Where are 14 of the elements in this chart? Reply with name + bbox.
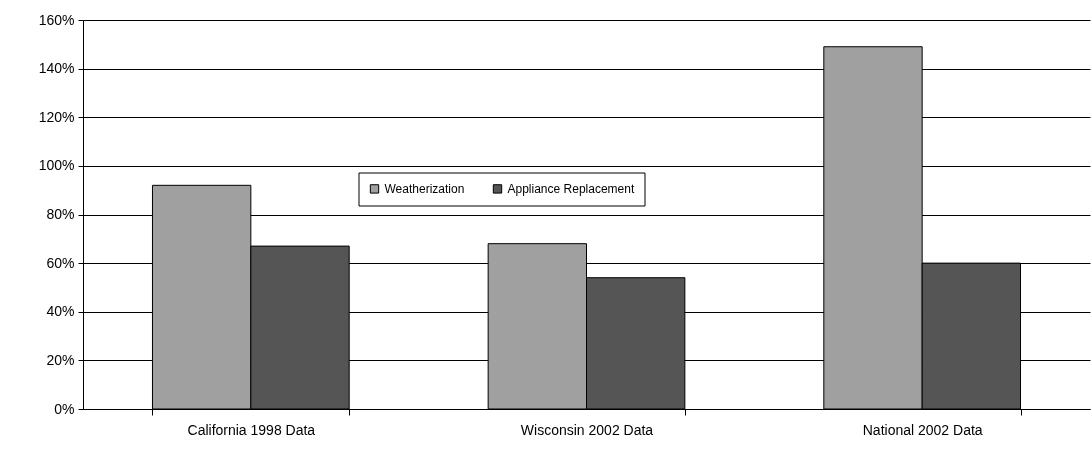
x-tick-label: Wisconsin 2002 Data: [520, 421, 654, 438]
y-tick-label: 20%: [46, 351, 75, 368]
y-tick-label: 120%: [38, 108, 75, 125]
y-tick-label: 100%: [38, 157, 75, 174]
legend-label: Weatherization: [384, 181, 465, 196]
y-tick-label: 160%: [38, 11, 75, 28]
y-tick-label: 0%: [54, 400, 75, 417]
legend-label: Appliance Replacement: [507, 181, 635, 196]
y-tick-label: 60%: [46, 254, 75, 271]
x-tick-label: California 1998 Data: [187, 421, 316, 438]
x-tick-label: National 2002 Data: [862, 421, 983, 438]
y-tick-label: 80%: [46, 206, 75, 222]
y-tick-label: 40%: [46, 303, 75, 320]
y-tick-label: 140%: [38, 60, 75, 77]
